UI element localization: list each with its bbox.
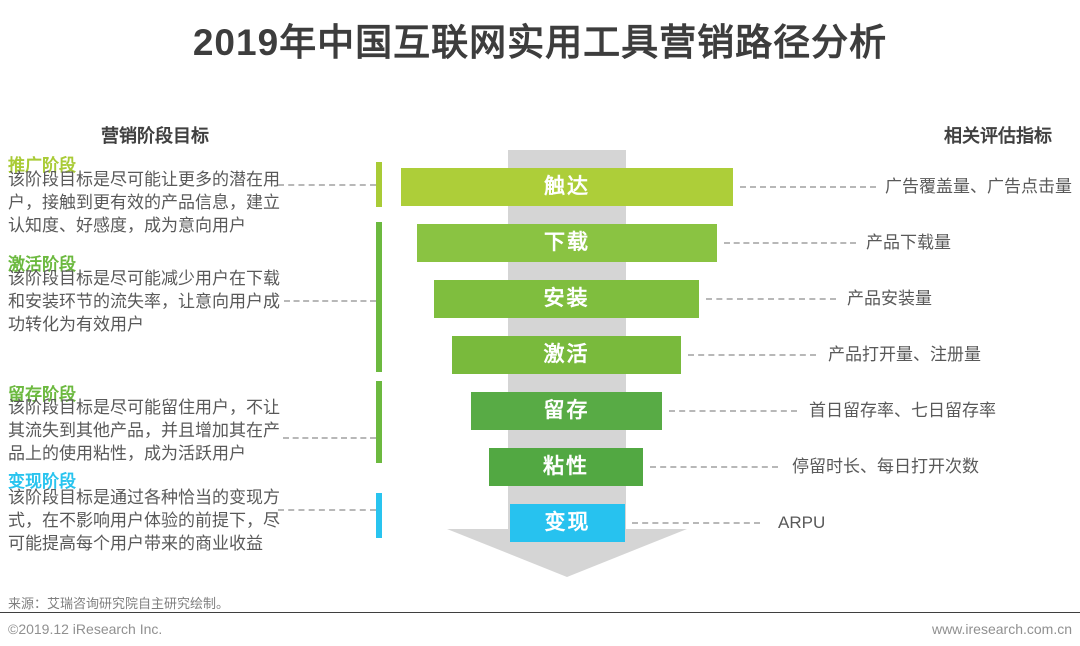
page-title: 2019年中国互联网实用工具营销路径分析 <box>192 22 888 63</box>
connector-line-right-3 <box>706 298 836 300</box>
footer-divider <box>0 612 1080 613</box>
funnel-bar-activate: 激活 <box>452 336 681 374</box>
connector-line-left-monetization <box>278 509 376 511</box>
right-column-header: 相关评估指标 <box>944 126 1052 146</box>
stage-description-retention: 该阶段目标是尽可能留住用户，不让其流失到其他产品，并且增加其在产品上的使用粘性，… <box>8 398 280 463</box>
funnel-bar-install: 安装 <box>434 280 699 318</box>
stage-indicator-bar-promotion <box>376 162 382 207</box>
stage-indicator-bar-activation <box>376 222 382 372</box>
connector-line-right-5 <box>669 410 797 412</box>
metric-label-stickiness: 停留时长、每日打开次数 <box>792 457 979 476</box>
stage-heading-retention: 留存阶段 <box>8 385 76 404</box>
funnel-bar-reach: 触达 <box>401 168 733 206</box>
connector-line-left-promotion <box>278 184 376 186</box>
stage-indicator-bar-retention <box>376 381 382 463</box>
connector-line-right-1 <box>740 186 876 188</box>
website-url: www.iresearch.com.cn <box>931 621 1072 637</box>
metric-label-install: 产品安装量 <box>847 289 932 308</box>
stage-heading-activation: 激活阶段 <box>8 255 76 274</box>
stage-indicator-bar-monetization <box>376 493 382 538</box>
stage-heading-promotion: 推广阶段 <box>8 156 76 175</box>
metric-label-activate: 产品打开量、注册量 <box>828 345 981 364</box>
connector-line-right-4 <box>688 354 816 356</box>
connector-line-right-2 <box>724 242 856 244</box>
connector-line-right-7 <box>632 522 760 524</box>
copyright-text: ©2019.12 iResearch Inc. <box>8 621 163 637</box>
funnel-bar-retain: 留存 <box>471 392 662 430</box>
stage-heading-monetization: 变现阶段 <box>8 472 76 491</box>
metric-label-monetize: ARPU <box>778 513 826 532</box>
metric-label-download: 产品下载量 <box>866 233 951 252</box>
metric-label-retain: 首日留存率、七日留存率 <box>809 401 996 420</box>
connector-line-right-6 <box>650 466 778 468</box>
funnel-bar-download: 下载 <box>417 224 717 262</box>
connector-line-left-retention <box>283 437 376 439</box>
stage-description-promotion: 该阶段目标是尽可能让更多的潜在用户，接触到更有效的产品信息，建立认知度、好感度，… <box>8 170 280 235</box>
metric-label-reach: 广告覆盖量、广告点击量 <box>885 177 1072 196</box>
stage-description-monetization: 该阶段目标是通过各种恰当的变现方式，在不影响用户体验的前提下，尽可能提高每个用户… <box>8 488 280 553</box>
stage-description-activation: 该阶段目标是尽可能减少用户在下载和安装环节的流失率，让意向用户成功转化为有效用户 <box>8 269 280 334</box>
left-column-header: 营销阶段目标 <box>101 126 209 146</box>
funnel-bar-stickiness: 粘性 <box>489 448 643 486</box>
source-note: 来源：艾瑞咨询研究院自主研究绘制。 <box>8 596 230 611</box>
connector-line-left-activation <box>284 300 376 302</box>
funnel-bar-monetize: 变现 <box>510 504 625 542</box>
